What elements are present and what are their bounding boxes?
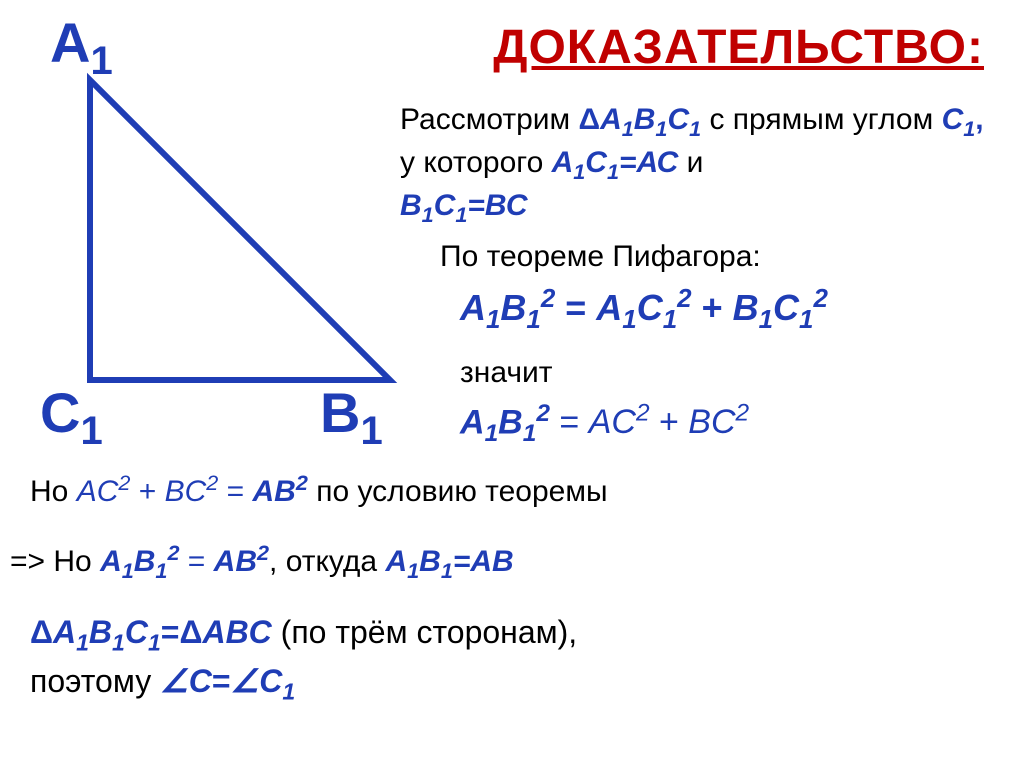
vertex-label-c: C1 [40, 380, 103, 454]
ln-eq: = [218, 475, 252, 508]
f2-eq: = [550, 403, 589, 441]
line-hence: => Но A1B12 = AB2, откуда A1B1=AB [10, 540, 514, 584]
formula-substitution: A1B12 = AC2 + BC2 [460, 400, 749, 448]
lc-angle-eq: ∠C=∠C1 [160, 663, 295, 699]
triangle-shape [90, 80, 390, 380]
f1-plus: + [692, 287, 733, 328]
lc-delta: Δ [30, 614, 53, 650]
lh-a1b1ab: A1B1=AB [385, 545, 513, 578]
f1-sq1: 2 [541, 285, 555, 313]
triangle-svg [20, 60, 420, 420]
line-congruence: ΔA1B1C1=ΔABC (по трём сторонам), поэтому… [30, 610, 577, 707]
ln-post: по условию теоремы [308, 475, 608, 508]
f1-b: B [500, 287, 526, 328]
ln-plus: + [130, 475, 164, 508]
f1-bc: B [733, 287, 759, 328]
vertex-label-b: B1 [320, 380, 383, 454]
vertex-c: C [40, 381, 80, 444]
vertex-label-a: A1 [50, 10, 113, 84]
f2-sq1: 2 [536, 400, 550, 427]
p1-eq2: B1C1=ВС [400, 189, 528, 222]
page-title: ДОКАЗАТЕЛЬСТВО: [493, 20, 984, 75]
f1-sq2: 2 [677, 285, 691, 313]
f1-bs: 1 [526, 306, 540, 334]
f2-a: A [460, 403, 485, 441]
paragraph-consider: Рассмотрим ΔA1B1C1 с прямым углом C1, у … [400, 100, 1000, 229]
triangle-diagram: A1 C1 B1 [20, 60, 420, 460]
f2-bs: 1 [523, 420, 537, 447]
vertex-a-sub: 1 [90, 39, 112, 83]
ln-bc2: BC2 [165, 475, 219, 508]
f1-sq3: 2 [813, 285, 827, 313]
text-znachit: значит [460, 356, 552, 390]
f1-a: A [460, 287, 486, 328]
vertex-c-sub: 1 [80, 409, 102, 453]
f1-ccs: 1 [663, 306, 677, 334]
f1-bcs: 1 [759, 306, 773, 334]
vertex-a: A [50, 11, 90, 74]
vertex-b-sub: 1 [360, 409, 382, 453]
lh-a1b1sq: A1B12 = AB2 [100, 545, 269, 578]
p1-delta: Δ [579, 103, 601, 136]
f1-cc: C [637, 287, 663, 328]
lc-a1b1c1: A1B1C1 [53, 614, 161, 650]
f1-acs: 1 [622, 306, 636, 334]
lh-otkuda: откуда [286, 545, 386, 578]
f1-ac: A [596, 287, 622, 328]
f1-cc2: C [773, 287, 799, 328]
lc-delta2: Δ [179, 614, 202, 650]
f2-rhs: AC2 + BC2 [589, 403, 749, 441]
lc-post: (по трём сторонам), [272, 614, 577, 650]
ln-ab2: AB2 [253, 475, 308, 508]
p1-c1: C1 [942, 103, 976, 136]
ln-pre: Но [30, 475, 77, 508]
p1-text2: с прямым углом [701, 103, 941, 136]
lh-pre: => Но [10, 545, 100, 578]
ln-ac2: AC2 [77, 475, 131, 508]
line-but-condition: Но AC2 + BC2 = AB2 по условию теоремы [30, 470, 608, 509]
f1-eq: = [555, 287, 596, 328]
lc-poetomu: поэтому [30, 663, 160, 699]
f1-as: 1 [486, 306, 500, 334]
p1-and: и [678, 146, 703, 179]
formula-pythagoras: A1B12 = A1C12 + B1C12 [460, 285, 828, 335]
p1-text3: у которого [400, 146, 552, 179]
paragraph-pythagoras: По теореме Пифагора: [440, 240, 761, 274]
p1-a1b1c1: A1B1C1 [600, 103, 701, 136]
lc-abc: ABC [202, 614, 271, 650]
p1-comma: , [975, 103, 983, 136]
f2-as: 1 [485, 420, 499, 447]
lc-eq: = [161, 614, 180, 650]
p1-text1: Рассмотрим [400, 103, 579, 136]
vertex-b: B [320, 381, 360, 444]
f2-b: B [498, 403, 523, 441]
f1-cc2s: 1 [799, 306, 813, 334]
p1-eq1: A1C1=АС [552, 146, 679, 179]
lh-comma: , [269, 545, 286, 578]
